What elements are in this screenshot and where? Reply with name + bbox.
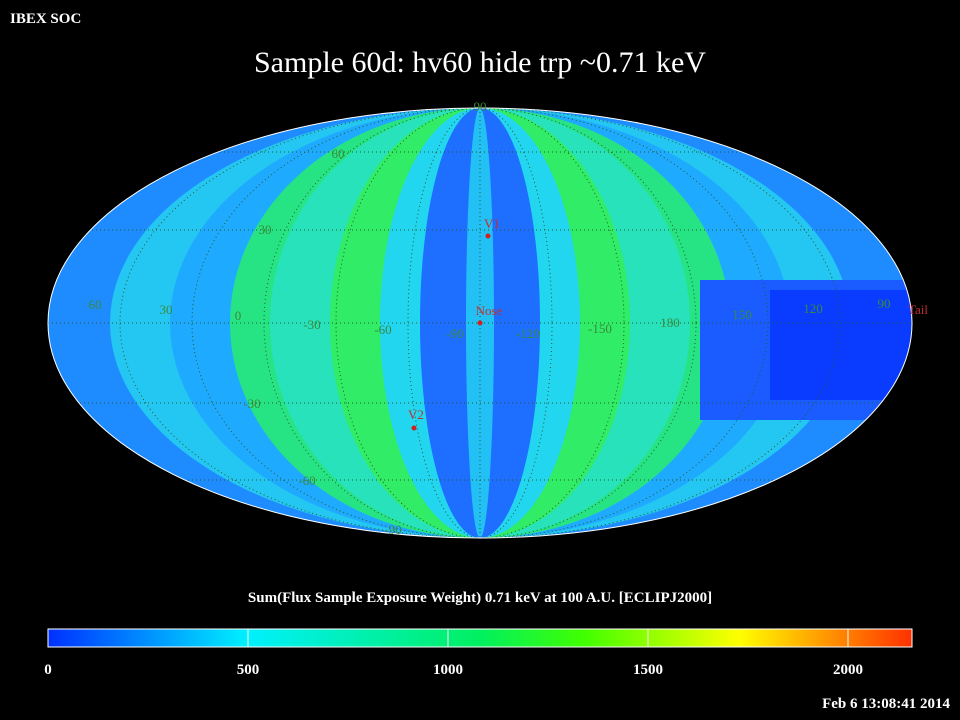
lat-label: 60 [332,146,345,161]
colorbar [47,628,913,648]
lat-label: -30 [243,396,260,411]
marker-label: Nose [476,303,503,318]
lon-label: 60 [89,297,102,312]
lon-label: 90 [878,296,891,311]
lon-label: 30 [160,302,173,317]
lat-label: 30 [259,222,272,237]
longitude-labels: 60 30 0 -30 -60 -90 -120 -150 180 150 12… [89,296,891,341]
map-outline [47,107,913,539]
markers: V1 Nose V2 Tail [408,216,928,431]
lat-label: -90 [384,522,401,537]
colorbar-tick-label: 1500 [633,662,663,678]
marker-label: V2 [408,407,424,422]
marker-label: V1 [484,216,500,231]
colorbar-tick-label: 500 [237,662,260,678]
timestamp: Feb 6 13:08:41 2014 [822,696,950,712]
marker-label: Tail [908,302,928,317]
lon-label: 120 [803,301,823,316]
marker-dot [411,425,417,431]
marker-dot [485,233,491,239]
lon-label: -150 [588,321,612,336]
lon-label: -60 [374,322,391,337]
title: Sample 60d: hv60 hide trp ~0.71 keV [254,46,706,79]
lat-label: -60 [298,473,315,488]
lon-label: -120 [516,326,540,341]
latitude-labels: 90 60 30 -30 -60 -90 [243,99,486,537]
lon-label: -90 [446,326,463,341]
header: IBEX SOC [10,11,81,27]
colorbar-tick-label: 0 [44,662,52,678]
marker-dot [477,320,483,326]
colorbar-tick-label: 1000 [433,662,463,678]
colorbar-tick-label: 2000 [833,662,863,678]
lon-label: 180 [660,315,680,330]
lon-label: 0 [235,308,242,323]
colorbar-label: Sum(Flux Sample Exposure Weight) 0.71 ke… [248,590,712,606]
colorbar-ticks: 0 500 1000 1500 2000 [44,629,863,678]
lat-label: 90 [474,99,487,114]
sky-map [48,108,912,538]
lon-label: 150 [732,307,752,322]
lon-label: -30 [303,317,320,332]
